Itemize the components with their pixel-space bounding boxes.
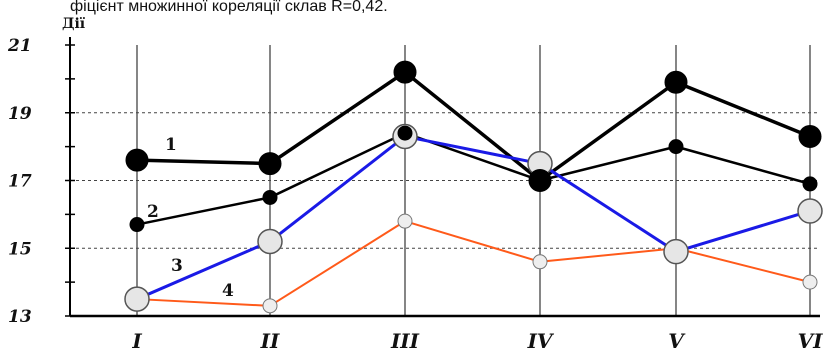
y-tick-labels: 13 15 17 19 21 bbox=[7, 36, 32, 327]
series-3-point bbox=[663, 238, 689, 265]
series-1-point bbox=[664, 70, 688, 94]
series-2-point bbox=[262, 189, 278, 205]
y-axis-label: Дії bbox=[62, 16, 86, 32]
series-2-point bbox=[129, 217, 145, 233]
series-1-point bbox=[393, 60, 417, 84]
y-tick-label: 21 bbox=[7, 36, 32, 56]
series-4-point bbox=[802, 274, 818, 290]
series-3-point bbox=[797, 198, 823, 224]
series-4-point bbox=[532, 254, 548, 270]
chart-caption: фіцієнт множинної кореляції склав R=0,42… bbox=[70, 0, 388, 15]
y-tick-label: 13 bbox=[8, 307, 32, 327]
series-4-point bbox=[262, 298, 278, 314]
series-3-point bbox=[124, 286, 150, 312]
y-tick-label: 17 bbox=[8, 172, 32, 192]
series-lines bbox=[136, 70, 811, 307]
y-tick-label: 19 bbox=[8, 104, 32, 124]
series-4-line bbox=[136, 220, 811, 307]
series-1-line bbox=[136, 70, 811, 183]
series-2-point bbox=[668, 139, 684, 155]
series-1-point bbox=[798, 124, 822, 148]
series-2-point bbox=[397, 125, 413, 141]
series-markers bbox=[124, 60, 823, 314]
series-2-label: 2 bbox=[147, 202, 159, 222]
series-2-line bbox=[136, 131, 811, 226]
x-tick-label: V bbox=[668, 329, 686, 353]
x-tick-label: III bbox=[390, 329, 420, 353]
x-tick-label: IV bbox=[527, 329, 555, 353]
series-1-point bbox=[258, 152, 282, 176]
axes bbox=[65, 37, 820, 318]
series-labels: 1 2 3 4 bbox=[147, 135, 234, 301]
x-tick-labels: I II III IV V VI bbox=[131, 329, 823, 353]
series-3-point bbox=[257, 228, 283, 255]
series-3-label: 3 bbox=[171, 256, 183, 276]
series-1-label: 1 bbox=[165, 135, 177, 155]
series-2-point bbox=[532, 173, 548, 188]
series-2-point bbox=[802, 176, 818, 192]
series-4-label: 4 bbox=[222, 281, 234, 301]
series-4-point bbox=[397, 213, 413, 229]
x-tick-label: I bbox=[131, 329, 142, 353]
y-tick-label: 15 bbox=[8, 239, 32, 259]
series-1-point bbox=[125, 148, 149, 172]
series-3-line bbox=[136, 134, 811, 301]
x-tick-label: VI bbox=[798, 329, 824, 353]
x-tick-label: II bbox=[260, 329, 280, 353]
